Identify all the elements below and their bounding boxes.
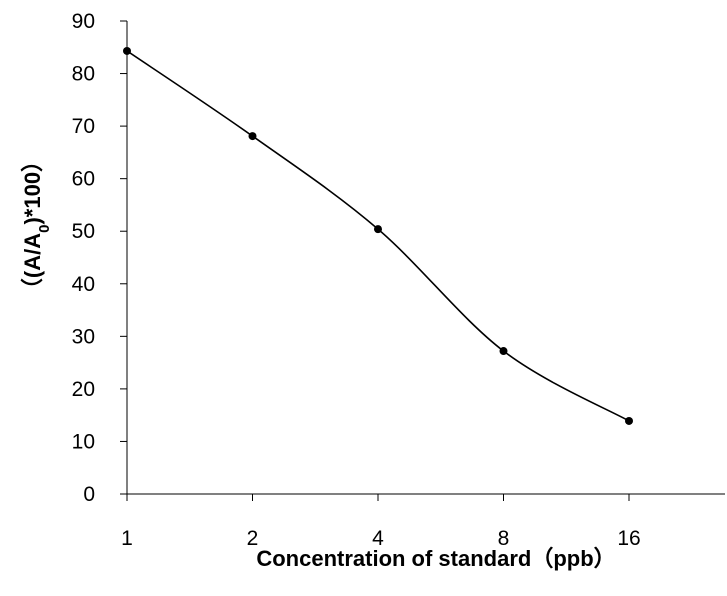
y-tick-label: 70 [72, 115, 95, 138]
data-point [248, 132, 257, 141]
series-line [126, 50, 630, 422]
data-point [625, 416, 633, 425]
y-axis-ticks: 0 10 20 30 40 50 60 70 80 90 [72, 10, 127, 506]
y-axis-title-subscript: 0 [36, 225, 53, 233]
y-tick-label: 40 [72, 273, 95, 296]
data-point [499, 347, 508, 356]
y-tick-label: 30 [72, 325, 95, 348]
y-axis-title-prefix: （(A/A [20, 233, 45, 300]
y-tick-label: 20 [72, 378, 95, 401]
y-tick-label: 0 [83, 483, 95, 506]
axes [126, 21, 725, 495]
x-tick-label: 16 [617, 527, 640, 550]
y-tick-label: 90 [72, 10, 95, 33]
x-tick-label: 4 [372, 527, 384, 550]
y-tick-label: 10 [72, 430, 95, 453]
y-axis-title: （(A/A0)*100） [20, 150, 53, 300]
x-axis-title: Concentration of standard（ppb） [256, 546, 615, 571]
y-tick-label: 60 [72, 168, 95, 191]
x-axis-ticks: 1 2 4 8 16 [121, 494, 641, 550]
x-tick-label: 1 [121, 527, 133, 550]
x-tick-label: 8 [498, 527, 510, 550]
x-tick-label: 2 [247, 527, 259, 550]
data-point [123, 46, 131, 55]
data-point [374, 225, 382, 234]
data-points [123, 46, 633, 425]
y-tick-label: 50 [72, 220, 95, 243]
y-tick-label: 80 [72, 63, 95, 86]
y-axis-title-suffix: )*100） [20, 150, 45, 225]
